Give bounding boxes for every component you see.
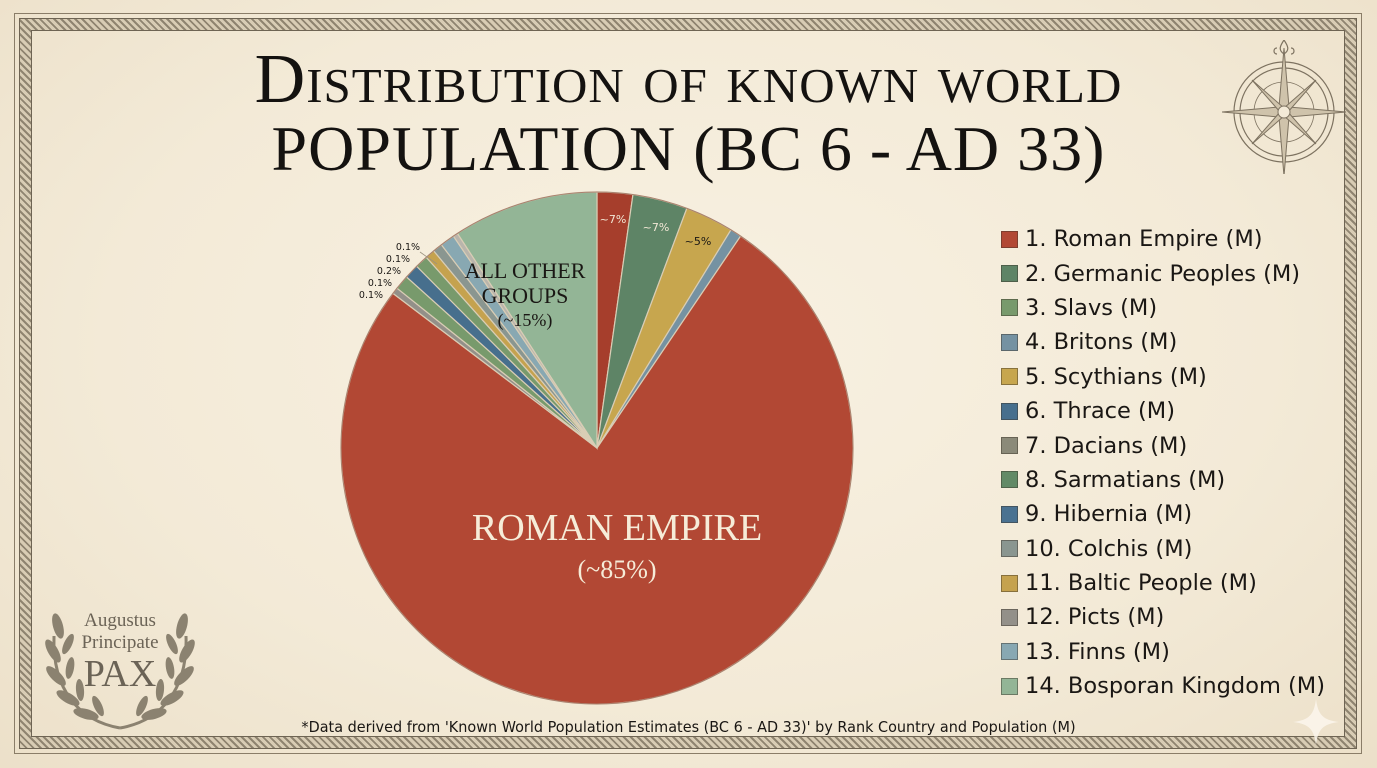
legend-item: 10. Colchis (M): [1001, 532, 1325, 566]
small-label-2: 0.1%: [386, 254, 410, 265]
legend-item: 5. Scythians (M): [1001, 360, 1325, 394]
emblem-line-3: PAX: [83, 653, 157, 695]
legend-item: 3. Slavs (M): [1001, 291, 1325, 325]
wedge-label-gold: ~5%: [685, 235, 712, 248]
legend-label: 5. Scythians (M): [1025, 363, 1207, 390]
legend-swatch: [1001, 333, 1018, 351]
chart-title-line-2: POPULATION (BC 6 - AD 33): [271, 113, 1106, 184]
pie-slices: [340, 191, 854, 705]
small-label-5: 0.1%: [359, 290, 383, 301]
legend-label: 12. Picts (M): [1025, 604, 1165, 631]
legend-swatch: [1001, 437, 1018, 455]
roman-empire-pct: (~85%): [577, 555, 656, 584]
wedge-label-red: ~7%: [600, 213, 627, 226]
legend-item: 4. Britons (M): [1001, 325, 1325, 359]
inner-frame-line: [31, 30, 1345, 737]
legend-swatch: [1001, 299, 1018, 317]
legend-label: 13. Finns (M): [1025, 638, 1170, 665]
emblem-line-2: Principate: [81, 632, 159, 653]
wedge-label-green: ~7%: [643, 221, 670, 234]
data-source-footnote: *Data derived from 'Known World Populati…: [301, 718, 1076, 736]
roman-empire-label: ROMAN EMPIRE: [472, 507, 762, 549]
legend-swatch: [1001, 505, 1018, 523]
legend-label: 9. Hibernia (M): [1025, 501, 1193, 528]
outer-frame-line: [14, 13, 1362, 754]
other-groups-label-1: ALL OTHER: [465, 258, 586, 283]
legend-label: 11. Baltic People (M): [1025, 570, 1257, 597]
legend-label: 2. Germanic Peoples (M): [1025, 260, 1301, 287]
legend-swatch: [1001, 402, 1018, 420]
legend-item: 11. Baltic People (M): [1001, 566, 1325, 600]
legend-item: 9. Hibernia (M): [1001, 497, 1325, 531]
legend-item: 1. Roman Empire (M): [1001, 222, 1325, 256]
legend-item: 14. Bosporan Kingdom (M): [1001, 669, 1325, 703]
legend-item: 2. Germanic Peoples (M): [1001, 256, 1325, 290]
legend-swatch: [1001, 608, 1018, 626]
legend-label: 8. Sarmatians (M): [1025, 466, 1226, 493]
legend-swatch: [1001, 574, 1018, 592]
legend-swatch: [1001, 677, 1018, 695]
legend-swatch: [1001, 471, 1018, 489]
compass-rose-icon: [1222, 40, 1346, 174]
chart-title-line-1: Distribution of known world: [254, 41, 1123, 118]
legend-item: 7. Dacians (M): [1001, 428, 1325, 462]
legend-label: 1. Roman Empire (M): [1025, 226, 1263, 253]
legend-label: 7. Dacians (M): [1025, 432, 1188, 459]
legend-swatch: [1001, 368, 1018, 386]
legend-swatch: [1001, 643, 1018, 661]
small-label-4: 0.1%: [368, 278, 392, 289]
other-groups-label-2: GROUPS: [482, 283, 569, 308]
small-label-3: 0.2%: [377, 266, 401, 277]
chart-legend: 1. Roman Empire (M) 2. Germanic Peoples (…: [1001, 222, 1325, 703]
legend-item: 12. Picts (M): [1001, 600, 1325, 634]
legend-swatch: [1001, 540, 1018, 558]
legend-label: 14. Bosporan Kingdom (M): [1025, 673, 1325, 700]
emblem-line-1: Augustus: [84, 610, 156, 631]
legend-label: 4. Britons (M): [1025, 329, 1178, 356]
legend-swatch: [1001, 230, 1018, 248]
legend-label: 3. Slavs (M): [1025, 294, 1158, 321]
laurel-wreath-icon: [45, 613, 195, 730]
small-label-1: 0.1%: [396, 242, 420, 253]
legend-item: 13. Finns (M): [1001, 635, 1325, 669]
legend-label: 10. Colchis (M): [1025, 535, 1193, 562]
sparkle-icon: [1293, 699, 1339, 745]
other-groups-pct: (~15%): [498, 310, 553, 331]
legend-item: 6. Thrace (M): [1001, 394, 1325, 428]
rope-border-edge: [19, 18, 1357, 749]
legend-swatch: [1001, 265, 1018, 283]
legend-item: 8. Sarmatians (M): [1001, 463, 1325, 497]
legend-label: 6. Thrace (M): [1025, 398, 1175, 425]
